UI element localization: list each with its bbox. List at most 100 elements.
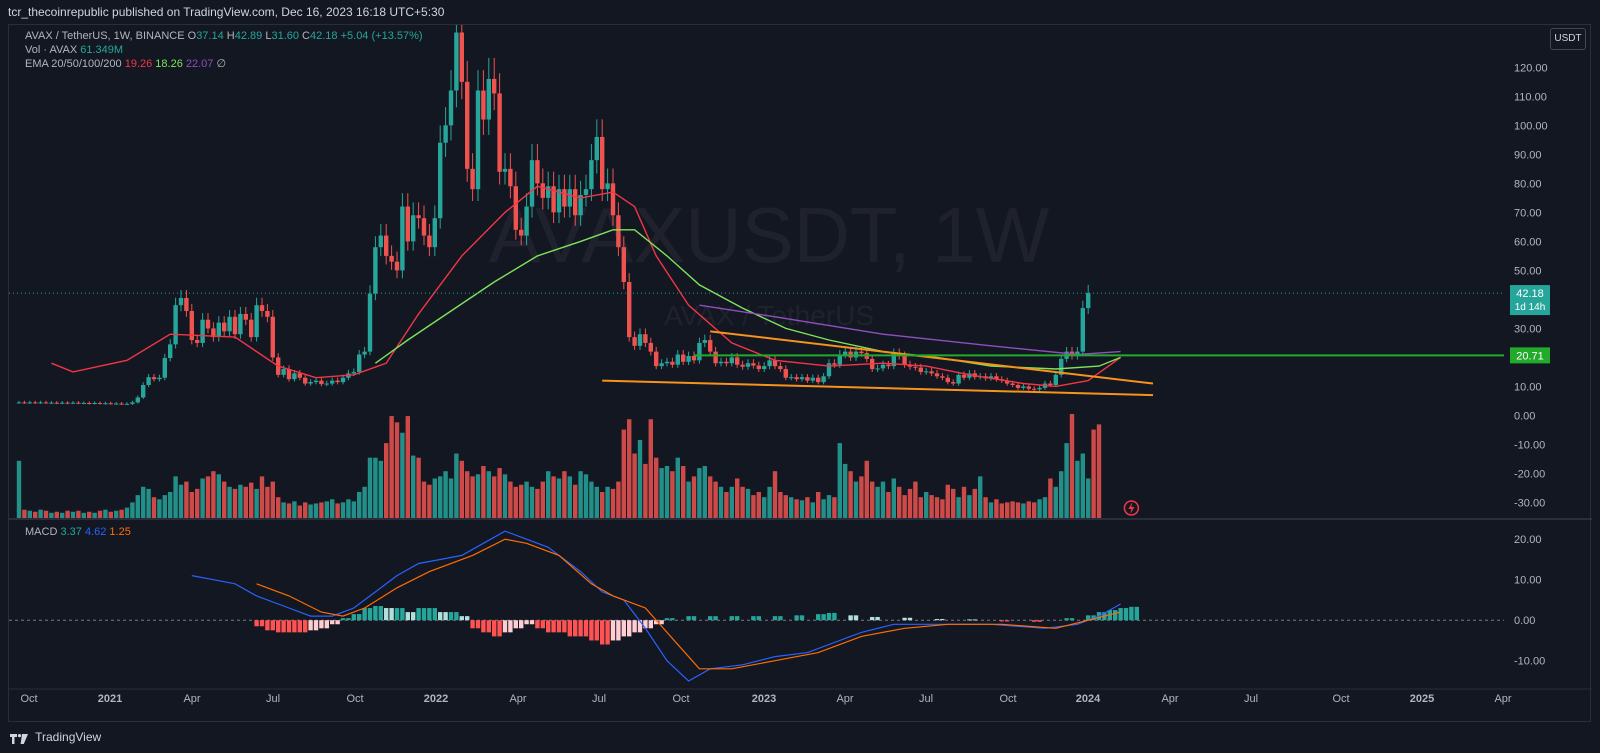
candle-body xyxy=(459,32,464,82)
volume-bar xyxy=(961,486,967,518)
macd-hist-bar xyxy=(648,620,653,629)
candle-body xyxy=(108,403,113,405)
volume-bar xyxy=(389,416,394,518)
volume-bar xyxy=(875,486,880,518)
candle-body xyxy=(97,402,103,404)
candle-body xyxy=(583,189,589,195)
volume-bar xyxy=(940,499,945,518)
macd-hist-bar xyxy=(600,620,605,645)
volume-bar xyxy=(740,486,745,518)
macd-hist-bar xyxy=(583,620,589,637)
volume-bar xyxy=(254,488,259,518)
currency-button[interactable]: USDT xyxy=(1550,28,1586,50)
legend-hist-value: 1.25 xyxy=(109,526,131,538)
volume-bar xyxy=(1096,424,1102,518)
candle-body xyxy=(772,360,778,367)
volume-bar xyxy=(513,486,518,518)
macd-hist-bar xyxy=(513,620,518,629)
macd-hist-bar xyxy=(589,620,594,641)
time-axis-tick: 2025 xyxy=(1410,693,1434,705)
candle-body xyxy=(934,373,940,377)
legend-symbol: AVAX / TetherUS, 1W, BINANCE xyxy=(25,30,185,42)
candle-body xyxy=(394,261,400,271)
macd-hist-bar xyxy=(443,612,448,621)
volume-bar xyxy=(168,492,173,518)
candle-body xyxy=(319,380,324,385)
macd-hist-bar xyxy=(303,620,308,633)
candle-body xyxy=(859,351,864,354)
volume-bar xyxy=(394,422,400,518)
candle-body xyxy=(675,354,680,365)
candle-body xyxy=(513,186,518,230)
candle-body xyxy=(492,78,497,94)
volume-bar xyxy=(848,471,853,518)
macd-hist-bar xyxy=(632,620,637,633)
candle-body xyxy=(146,377,151,385)
volume-bar xyxy=(886,492,891,518)
volume-bar xyxy=(405,416,410,518)
macd-hist-bar xyxy=(870,616,875,621)
chart-frame[interactable]: AVAXUSDT, 1W AVAX / TetherUS 120.00 110.00 1… xyxy=(8,24,1592,723)
volume-bar xyxy=(913,481,918,518)
volume-bar xyxy=(578,471,583,518)
volume-bar xyxy=(891,478,896,518)
legend-change: +5.04 (+13.57%) xyxy=(340,30,423,42)
legend-symbol-row: AVAX / TetherUS, 1W, BINANCE O37.14 H42.… xyxy=(25,29,423,43)
macd-hist-bar xyxy=(330,620,335,625)
volume-bar xyxy=(470,476,475,518)
volume-bar xyxy=(540,481,545,518)
candle-body xyxy=(22,402,27,404)
candle-body xyxy=(373,247,378,294)
support-label-box xyxy=(1510,347,1550,364)
candle-body xyxy=(205,319,211,329)
volume-bar xyxy=(902,495,907,518)
macd-hist-bar xyxy=(713,616,718,621)
macd-hist-bar xyxy=(1123,608,1129,621)
candle-body xyxy=(92,402,97,404)
macd-hist-bar xyxy=(735,616,740,621)
candle-body xyxy=(654,351,659,367)
candle-body xyxy=(643,334,648,343)
volume-bar xyxy=(249,482,254,518)
candle-body xyxy=(567,189,572,207)
macd-hist-bar xyxy=(529,620,535,625)
volume-bar xyxy=(1059,471,1064,518)
candle-body xyxy=(891,353,896,367)
candle-body xyxy=(519,229,524,236)
candle-body xyxy=(843,351,848,355)
candle-body xyxy=(427,235,432,248)
candle-body xyxy=(416,215,421,219)
volume-bar xyxy=(1069,414,1075,518)
legend-vol-value: 61.349M xyxy=(80,44,124,56)
candle-body xyxy=(1010,383,1015,385)
volume-bar xyxy=(146,488,151,518)
volume-bar xyxy=(205,476,211,518)
legend-macd-value: 3.37 xyxy=(60,526,82,538)
candle-body xyxy=(729,357,734,364)
candle-body xyxy=(535,160,540,184)
price-axis-tick: 30.00 xyxy=(1514,323,1542,335)
macd-hist-bar xyxy=(292,620,297,633)
macd-hist-bar xyxy=(621,620,626,637)
volume-bar xyxy=(562,471,567,518)
candle-body xyxy=(157,377,162,380)
volume-bar xyxy=(918,497,923,518)
volume-bar xyxy=(1048,478,1053,518)
macd-hist-bar xyxy=(832,612,837,621)
macd-hist-bar xyxy=(540,620,545,629)
macd-hist-bar xyxy=(486,620,491,633)
candle-body xyxy=(940,376,945,378)
macd-hist-bar xyxy=(902,617,907,621)
candle-body xyxy=(362,351,367,355)
candle-body xyxy=(918,367,923,372)
volume-bar xyxy=(832,497,837,518)
volume-bar xyxy=(870,481,875,518)
time-axis-tick: Apr xyxy=(1161,693,1178,705)
candle-body xyxy=(124,403,130,405)
time-axis-tick: Apr xyxy=(183,693,200,705)
candle-body xyxy=(27,402,32,404)
candle-body xyxy=(438,142,443,219)
candle-body xyxy=(38,402,43,404)
macd-line xyxy=(191,530,1121,682)
